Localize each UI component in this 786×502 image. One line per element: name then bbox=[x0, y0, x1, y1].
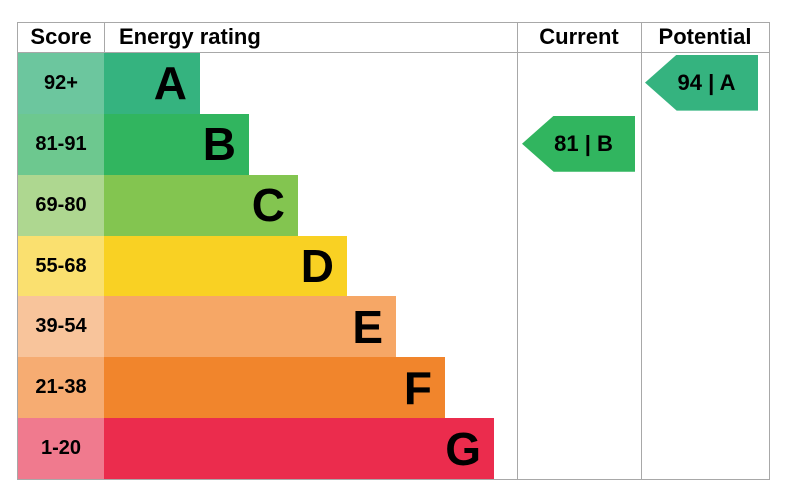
potential-arrow-label: 94 | A bbox=[677, 69, 736, 95]
table-header-row: Score Energy rating Current Potential bbox=[18, 23, 769, 53]
score-range-label: 21-38 bbox=[18, 357, 104, 419]
band-letter: E bbox=[352, 300, 383, 353]
rating-table: Score Energy rating Current Potential 92… bbox=[17, 22, 770, 480]
band-row-d: 55-68 D bbox=[18, 235, 769, 297]
band-letter: G bbox=[445, 422, 481, 475]
score-range-label: 69-80 bbox=[18, 174, 104, 236]
band-letter: C bbox=[251, 179, 285, 232]
score-column-header: Score bbox=[30, 24, 92, 49]
band-letter: F bbox=[403, 361, 432, 414]
band-row-b: 81-91 B bbox=[18, 113, 769, 175]
score-range-label: 55-68 bbox=[18, 235, 104, 297]
band-bar-g: G bbox=[104, 418, 494, 480]
band-letter: D bbox=[300, 240, 334, 292]
potential-column-header: Potential bbox=[658, 24, 752, 49]
band-bar-e: E bbox=[104, 296, 396, 358]
band-bar-a: A bbox=[104, 53, 200, 114]
band-bar-c: C bbox=[104, 174, 298, 236]
band-row-f: 21-38 F bbox=[18, 357, 769, 419]
current-rating-arrow: 81 | B bbox=[522, 115, 635, 172]
band-row-e: 39-54 E bbox=[18, 296, 769, 358]
score-range-label: 1-20 bbox=[18, 418, 104, 480]
current-column-header: Current bbox=[539, 24, 619, 49]
energy-rating-column-header: Energy rating bbox=[119, 24, 261, 49]
score-range-label: 39-54 bbox=[18, 296, 104, 358]
band-row-g: 1-20 G bbox=[18, 418, 769, 480]
band-rows: 92+ A 81-91 B 69-80 C 55-68 D 39-54 E 21… bbox=[18, 53, 769, 480]
current-arrow-label: 81 | B bbox=[554, 130, 613, 156]
band-letter: B bbox=[202, 118, 236, 171]
potential-column-divider bbox=[641, 23, 642, 479]
band-bar-b: B bbox=[104, 113, 249, 175]
score-column-divider bbox=[104, 23, 105, 52]
band-letter: A bbox=[153, 57, 187, 110]
band-bar-f: F bbox=[104, 357, 445, 419]
score-range-label: 81-91 bbox=[18, 113, 104, 175]
band-bar-d: D bbox=[104, 235, 347, 297]
score-range-label: 92+ bbox=[18, 53, 104, 114]
band-row-c: 69-80 C bbox=[18, 174, 769, 236]
band-row-a: 92+ A bbox=[18, 53, 769, 114]
current-column-divider bbox=[517, 23, 518, 479]
